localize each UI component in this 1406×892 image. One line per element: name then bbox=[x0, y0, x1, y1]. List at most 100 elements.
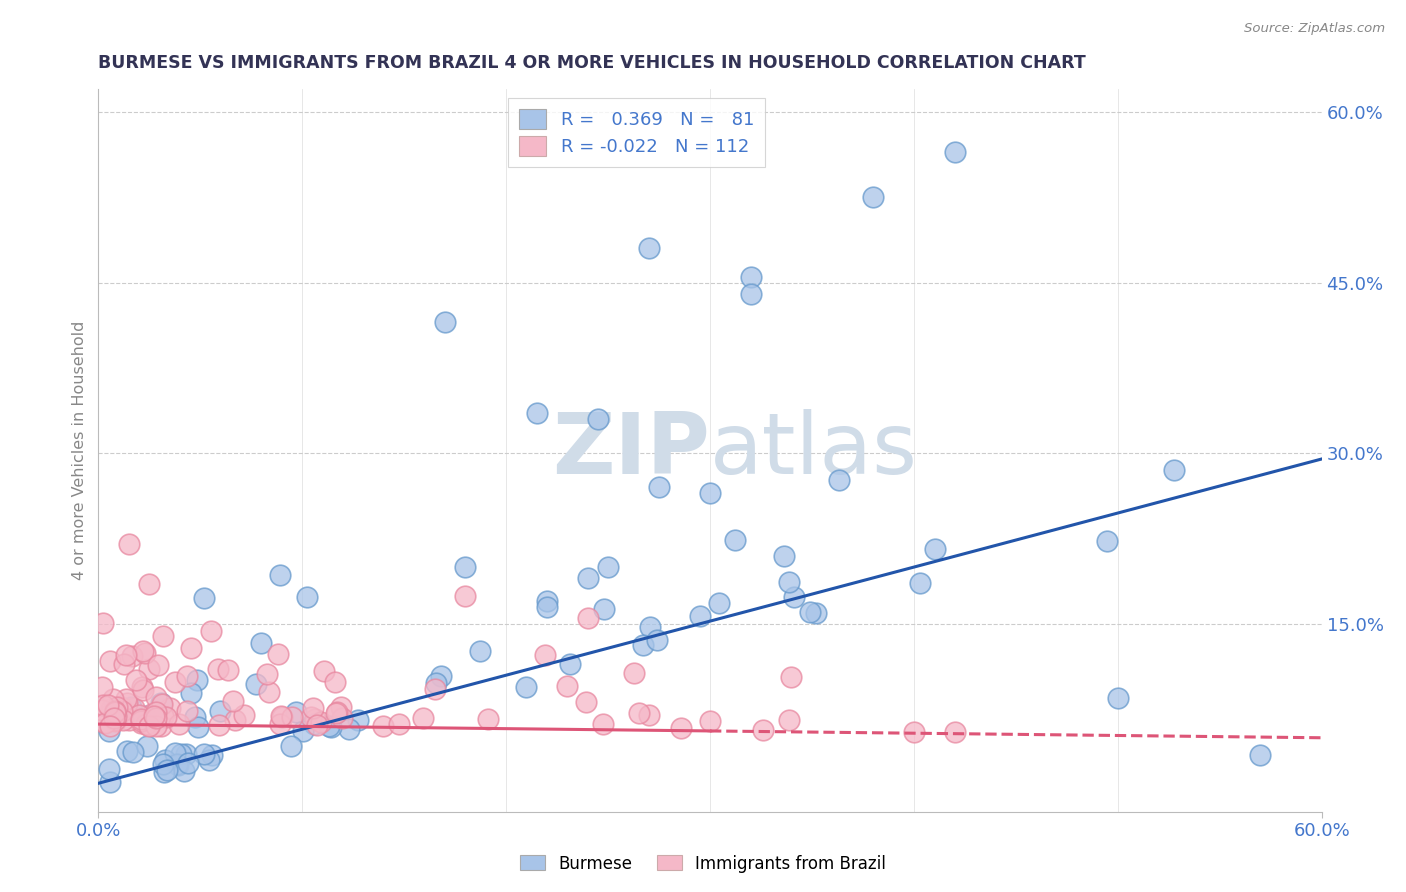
Point bbox=[423, 681, 446, 696]
Point bbox=[141, 713, 163, 727]
Point bbox=[325, 706, 347, 720]
Point bbox=[314, 665, 336, 679]
Point bbox=[249, 636, 271, 650]
Point bbox=[778, 575, 800, 590]
Point bbox=[146, 658, 169, 673]
Point bbox=[280, 739, 302, 753]
Point bbox=[115, 696, 138, 710]
Point bbox=[180, 686, 202, 700]
Point bbox=[118, 713, 141, 727]
Point bbox=[104, 705, 127, 719]
Point bbox=[799, 606, 821, 620]
Point bbox=[724, 533, 747, 548]
Point bbox=[631, 638, 654, 652]
Point bbox=[325, 675, 347, 690]
Point bbox=[100, 702, 122, 716]
Point bbox=[1163, 463, 1185, 477]
Point bbox=[103, 705, 125, 719]
Point bbox=[142, 706, 165, 720]
Point bbox=[91, 698, 114, 713]
Point bbox=[269, 717, 291, 731]
Legend: R =   0.369   N =   81, R = -0.022   N = 112: R = 0.369 N = 81, R = -0.022 N = 112 bbox=[509, 98, 765, 167]
Point bbox=[648, 480, 671, 494]
Point bbox=[330, 699, 353, 714]
Point bbox=[150, 718, 173, 732]
Point bbox=[270, 709, 292, 723]
Point bbox=[297, 591, 319, 605]
Point bbox=[699, 714, 721, 728]
Text: Source: ZipAtlas.com: Source: ZipAtlas.com bbox=[1244, 22, 1385, 36]
Point bbox=[779, 670, 801, 684]
Point bbox=[576, 611, 599, 625]
Point bbox=[217, 664, 239, 678]
Point bbox=[637, 242, 661, 256]
Point bbox=[536, 594, 558, 608]
Point bbox=[373, 718, 395, 732]
Point bbox=[180, 640, 202, 655]
Point bbox=[112, 657, 135, 671]
Point bbox=[132, 683, 155, 698]
Point bbox=[208, 704, 231, 718]
Point bbox=[129, 716, 152, 731]
Point bbox=[131, 680, 153, 694]
Text: ZIP: ZIP bbox=[553, 409, 710, 492]
Point bbox=[103, 713, 125, 727]
Point bbox=[699, 486, 721, 500]
Point bbox=[145, 719, 167, 733]
Point bbox=[207, 662, 229, 676]
Point bbox=[132, 643, 155, 657]
Point bbox=[114, 692, 136, 706]
Point bbox=[623, 665, 645, 680]
Point bbox=[347, 713, 370, 727]
Legend: Burmese, Immigrants from Brazil: Burmese, Immigrants from Brazil bbox=[513, 848, 893, 880]
Text: atlas: atlas bbox=[710, 409, 918, 492]
Point bbox=[152, 709, 174, 723]
Point bbox=[163, 674, 186, 689]
Point bbox=[627, 706, 650, 720]
Point bbox=[121, 745, 143, 759]
Point bbox=[903, 725, 925, 739]
Point bbox=[138, 719, 160, 733]
Point bbox=[170, 747, 193, 762]
Point bbox=[256, 667, 278, 681]
Point bbox=[388, 717, 411, 731]
Point bbox=[152, 757, 174, 772]
Point bbox=[319, 721, 342, 735]
Point bbox=[131, 714, 153, 729]
Point bbox=[136, 714, 159, 729]
Point bbox=[299, 710, 322, 724]
Point bbox=[98, 762, 121, 776]
Point bbox=[257, 685, 280, 699]
Y-axis label: 4 or more Vehicles in Household: 4 or more Vehicles in Household bbox=[72, 321, 87, 580]
Point bbox=[425, 675, 447, 690]
Point bbox=[304, 717, 326, 731]
Point bbox=[105, 699, 128, 714]
Point bbox=[135, 717, 157, 731]
Point bbox=[142, 709, 165, 723]
Point bbox=[269, 568, 291, 582]
Point bbox=[174, 747, 197, 761]
Point bbox=[138, 718, 160, 732]
Point bbox=[153, 764, 176, 779]
Point bbox=[98, 719, 121, 733]
Point bbox=[166, 757, 188, 772]
Point bbox=[943, 145, 966, 159]
Point bbox=[305, 718, 328, 732]
Point bbox=[804, 606, 827, 620]
Point bbox=[330, 711, 353, 725]
Point bbox=[94, 716, 117, 731]
Point bbox=[709, 597, 731, 611]
Point bbox=[155, 710, 177, 724]
Point bbox=[98, 654, 121, 668]
Point bbox=[515, 680, 537, 694]
Point bbox=[193, 747, 215, 761]
Point bbox=[115, 648, 138, 663]
Point bbox=[586, 412, 609, 426]
Point bbox=[136, 718, 159, 732]
Point bbox=[326, 706, 349, 720]
Point bbox=[281, 710, 304, 724]
Point bbox=[98, 775, 121, 789]
Point bbox=[640, 619, 662, 633]
Point bbox=[669, 721, 692, 735]
Point bbox=[598, 560, 620, 574]
